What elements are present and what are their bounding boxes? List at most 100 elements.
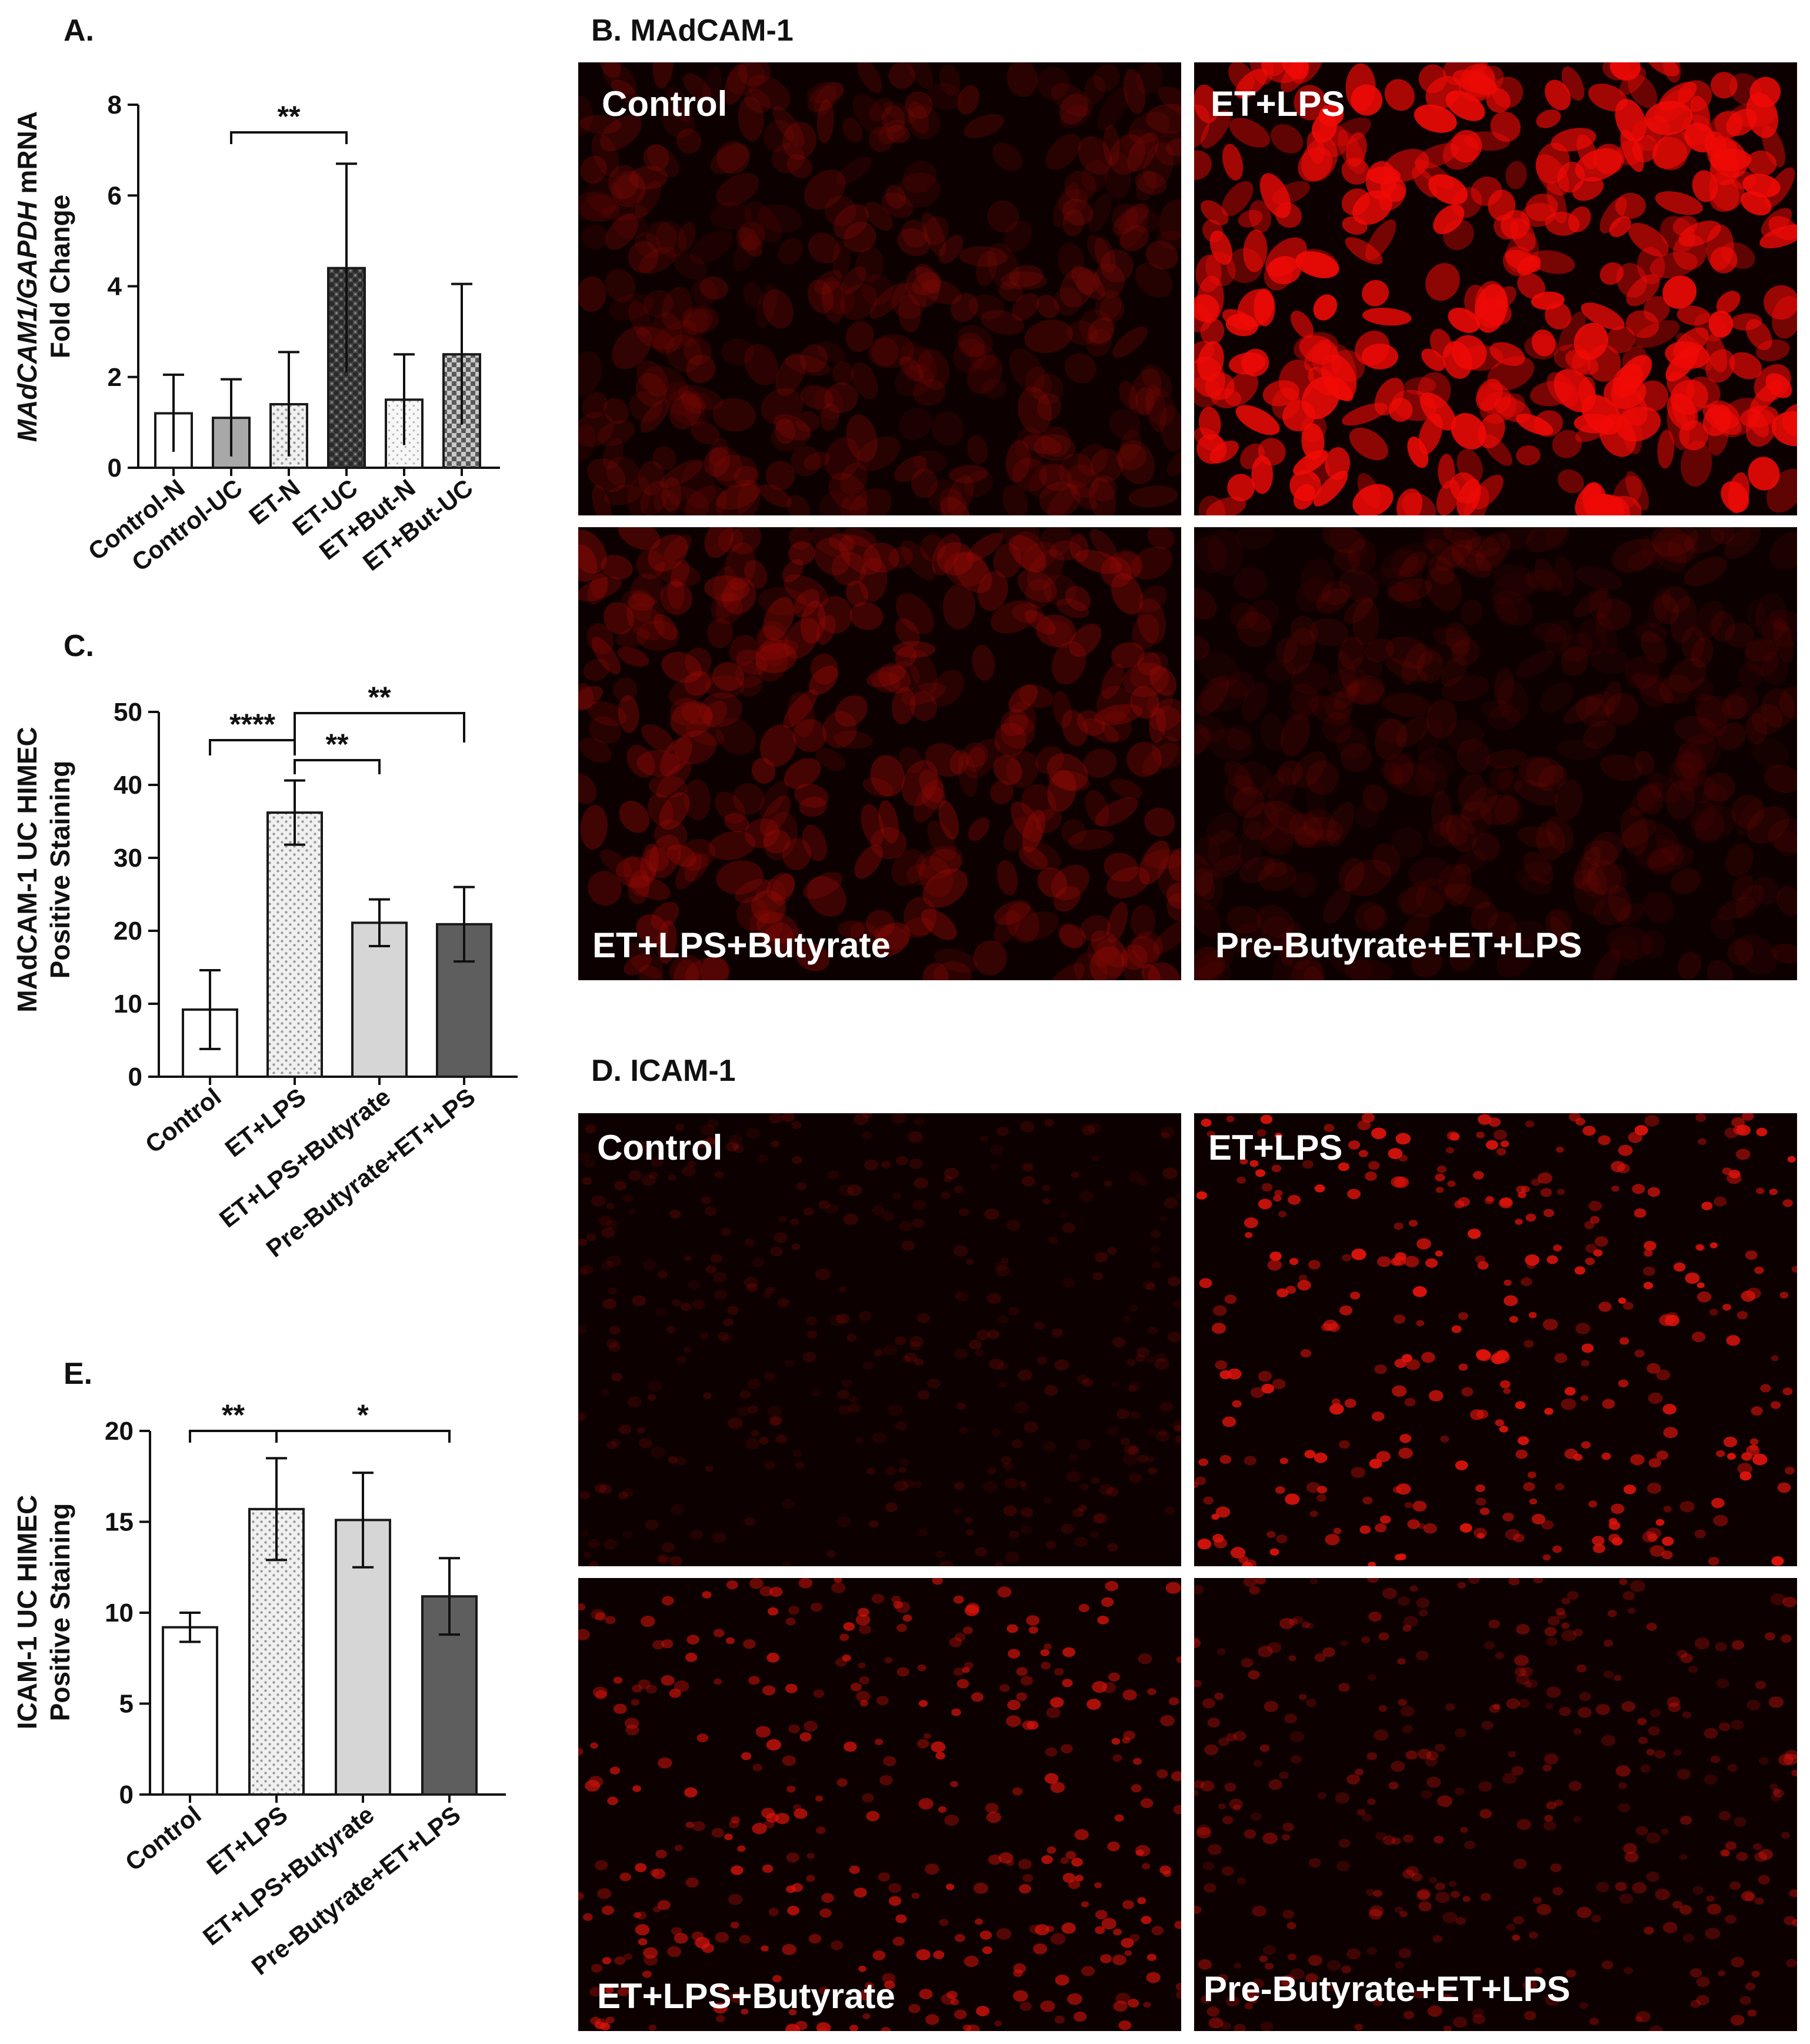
- cell-mark: [1396, 488, 1423, 515]
- nucleus-mark: [1130, 1411, 1141, 1419]
- cell-mark: [1209, 440, 1239, 464]
- nucleus-mark: [714, 1289, 728, 1300]
- nucleus-mark: [858, 1607, 869, 1617]
- cell-mark: [1069, 624, 1102, 657]
- nucleus-mark: [725, 1637, 735, 1644]
- cell-mark: [1619, 67, 1646, 95]
- cell-mark: [578, 276, 606, 312]
- cell-mark: [1746, 150, 1777, 177]
- cell-mark: [1086, 329, 1112, 357]
- cell-mark: [1036, 66, 1070, 101]
- cell-mark: [635, 180, 662, 218]
- cell-mark: [1516, 414, 1554, 435]
- cell-mark: [1746, 806, 1789, 844]
- cell-mark: [813, 85, 836, 116]
- nucleus-mark: [586, 1233, 597, 1241]
- cell-mark: [1375, 717, 1409, 744]
- nucleus-mark: [954, 1291, 962, 1298]
- cell-mark: [1725, 843, 1754, 877]
- nucleus-mark: [1398, 1447, 1413, 1459]
- cell-mark: [582, 392, 608, 419]
- nucleus-mark: [792, 1450, 802, 1457]
- nucleus-mark: [1230, 1547, 1246, 1559]
- cell-mark: [1145, 384, 1167, 433]
- nucleus-mark: [1175, 1983, 1181, 1991]
- cell-mark: [1428, 174, 1468, 205]
- nucleus-mark: [958, 1208, 969, 1217]
- nucleus-mark: [1555, 1607, 1565, 1616]
- cell-mark: [788, 527, 812, 550]
- nucleus-mark: [683, 1346, 692, 1353]
- nucleus-mark: [791, 1243, 801, 1250]
- cell-mark: [1768, 216, 1797, 241]
- nucleus-mark: [1771, 1556, 1784, 1566]
- nucleus-mark: [1045, 1747, 1058, 1757]
- cell-mark: [1066, 320, 1098, 345]
- nucleus-mark: [1649, 1709, 1661, 1717]
- cell-mark: [1489, 765, 1514, 790]
- nucleus-mark: [1638, 1736, 1648, 1745]
- cell-mark: [966, 747, 985, 773]
- nucleus-mark: [1791, 1266, 1797, 1273]
- nucleus-mark: [788, 1606, 800, 1615]
- cell-mark: [1132, 614, 1159, 650]
- nucleus-mark: [1428, 1390, 1444, 1401]
- cell-mark: [1662, 62, 1681, 83]
- nucleus-mark: [1435, 1173, 1445, 1181]
- panel-d-title: D. ICAM-1: [591, 1054, 736, 1088]
- cell-mark: [931, 411, 965, 446]
- significance-label: **: [326, 728, 349, 761]
- nucleus-mark: [1017, 1369, 1032, 1381]
- nucleus-mark: [1481, 1720, 1494, 1730]
- nucleus-mark: [1591, 1915, 1601, 1923]
- nucleus-mark: [838, 1286, 846, 1293]
- nucleus-mark: [1115, 1992, 1131, 2005]
- cell-mark: [788, 541, 816, 565]
- cell-mark: [828, 533, 856, 551]
- cell-mark: [772, 106, 805, 147]
- micrograph-icam-pre-butyrate: Pre-Butyrate+ET+LPS: [1194, 1578, 1797, 2031]
- nucleus-mark: [1425, 1258, 1438, 1268]
- nucleus-mark: [671, 1504, 685, 1514]
- nucleus-mark: [1212, 1534, 1224, 1543]
- cell-mark: [666, 844, 696, 867]
- cell-mark: [958, 332, 985, 358]
- cell-mark: [1589, 648, 1630, 674]
- nucleus-mark: [1287, 1953, 1296, 1960]
- cell-mark: [1561, 646, 1589, 676]
- cell-mark: [578, 685, 603, 711]
- nucleus-mark: [725, 1141, 739, 1152]
- cell-mark: [1344, 859, 1392, 897]
- nucleus-mark: [1731, 1720, 1744, 1730]
- nucleus-mark: [1128, 1171, 1144, 1183]
- nucleus-mark: [1458, 1312, 1468, 1320]
- nucleus-mark: [1412, 1500, 1427, 1512]
- cell-mark: [1489, 342, 1525, 366]
- nucleus-mark: [1544, 1407, 1554, 1415]
- cell-mark: [1293, 450, 1328, 475]
- nucleus-mark: [1309, 1578, 1318, 1584]
- cell-mark: [824, 382, 859, 414]
- nucleus-mark: [1194, 1680, 1202, 1687]
- cell-mark: [942, 584, 976, 630]
- cell-mark: [578, 530, 607, 574]
- nucleus-mark: [1608, 1533, 1621, 1543]
- cell-mark: [606, 456, 640, 488]
- nucleus-mark: [1306, 1482, 1321, 1493]
- cell-mark: [616, 627, 650, 647]
- y-tick-label: 40: [114, 771, 142, 800]
- nucleus-mark: [1146, 1283, 1156, 1291]
- cell-mark: [1703, 773, 1735, 802]
- nucleus-mark: [1417, 1749, 1432, 1760]
- nucleus-mark: [1218, 1974, 1228, 1982]
- cell-mark: [1574, 869, 1601, 892]
- nucleus-mark: [979, 1930, 992, 1940]
- nucleus-mark: [843, 1622, 855, 1631]
- nucleus-mark: [816, 2022, 831, 2031]
- cell-mark: [1095, 290, 1122, 321]
- nucleus-mark: [1244, 2002, 1254, 2010]
- nucleus-mark: [1078, 1604, 1089, 1613]
- nucleus-mark: [759, 1586, 773, 1597]
- cell-mark: [1037, 867, 1068, 898]
- cell-mark: [1454, 850, 1485, 875]
